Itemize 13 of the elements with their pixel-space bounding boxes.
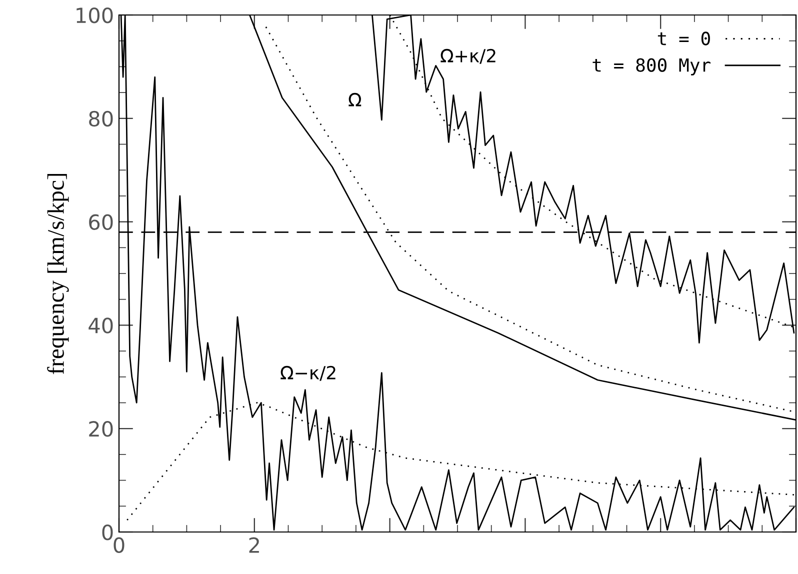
- legend-label: t = 800 Myr: [592, 58, 710, 76]
- y-tick-label: 100: [76, 7, 113, 24]
- annotation: Ω+κ/2: [440, 48, 496, 64]
- y-tick-label: 80: [89, 110, 113, 127]
- legend-label: t = 0: [658, 32, 710, 46]
- x-tick-label: 2: [249, 537, 259, 553]
- annotation: Ω: [348, 92, 362, 106]
- y-tick-label: 60: [89, 214, 113, 230]
- y-tick-label: 40: [88, 318, 113, 334]
- y-tick-label: 0: [102, 524, 113, 540]
- y-axis-title: frequency [km/s/kpc]: [47, 174, 69, 374]
- y-tick-label: 20: [89, 421, 113, 437]
- annotation: Ω−κ/2: [280, 366, 336, 381]
